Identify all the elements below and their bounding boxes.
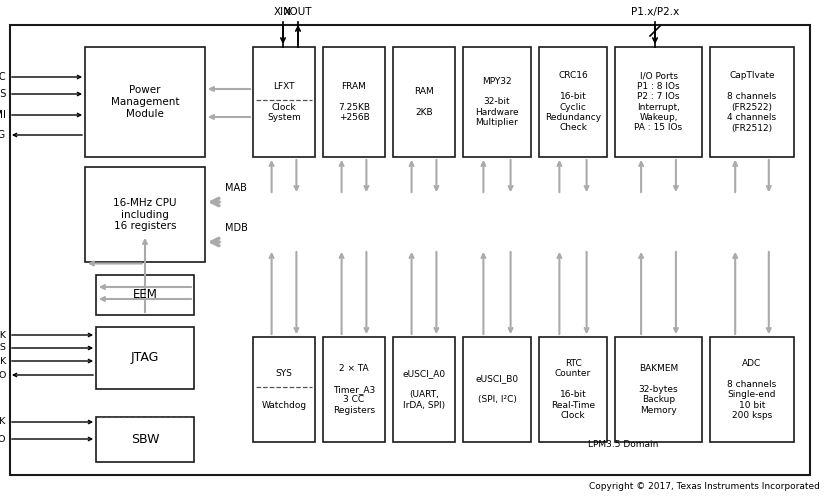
Bar bbox=[530, 326, 716, 454]
Bar bbox=[615, 47, 702, 157]
Text: MPY32

32-bit
Hardware
Multiplier: MPY32 32-bit Hardware Multiplier bbox=[476, 77, 519, 127]
Text: TDO: TDO bbox=[0, 370, 6, 380]
Text: SBW: SBW bbox=[131, 433, 160, 446]
Text: VREG: VREG bbox=[0, 130, 6, 140]
Bar bbox=[85, 167, 205, 262]
Text: TDI/TCLK: TDI/TCLK bbox=[0, 356, 6, 365]
Text: FRAM

7.25KB
+256B: FRAM 7.25KB +256B bbox=[338, 82, 370, 122]
Text: LFXT

Clock
System: LFXT Clock System bbox=[267, 82, 301, 122]
Text: TMS: TMS bbox=[0, 343, 6, 352]
Text: I/O Ports
P1 : 8 IOs
P2 : 7 IOs
Interrupt,
Wakeup,
PA : 15 IOs: I/O Ports P1 : 8 IOs P2 : 7 IOs Interrup… bbox=[634, 72, 682, 133]
Bar bbox=[96, 275, 194, 315]
Bar bbox=[615, 337, 702, 442]
Text: XOUT: XOUT bbox=[284, 7, 313, 17]
Bar bbox=[323, 337, 385, 442]
Bar bbox=[539, 337, 607, 442]
Text: eUSCI_A0

(UART,
IrDA, SPI): eUSCI_A0 (UART, IrDA, SPI) bbox=[403, 369, 446, 410]
Bar bbox=[393, 47, 455, 157]
Bar bbox=[253, 337, 315, 442]
Text: RST/NMI: RST/NMI bbox=[0, 110, 6, 120]
Text: EEM: EEM bbox=[132, 288, 157, 302]
Bar bbox=[96, 417, 194, 462]
Text: 16-MHz CPU
including
16 registers: 16-MHz CPU including 16 registers bbox=[113, 198, 177, 231]
Text: RAM

2KB: RAM 2KB bbox=[414, 87, 434, 117]
Text: XIN: XIN bbox=[274, 7, 292, 17]
Text: Power
Management
Module: Power Management Module bbox=[111, 85, 179, 119]
Bar bbox=[253, 47, 315, 157]
Text: DVSS: DVSS bbox=[0, 89, 6, 99]
Text: DVCC: DVCC bbox=[0, 72, 6, 82]
Text: JTAG: JTAG bbox=[131, 351, 159, 364]
Text: SBWTCK: SBWTCK bbox=[0, 417, 6, 426]
Text: ADC

8 channels
Single-end
10 bit
200 ksps: ADC 8 channels Single-end 10 bit 200 ksp… bbox=[728, 359, 777, 420]
Bar bbox=[710, 337, 794, 442]
Text: CapTIvate

8 channels
(FR2522)
4 channels
(FR2512): CapTIvate 8 channels (FR2522) 4 channels… bbox=[728, 72, 777, 133]
Text: RST/NMI: RST/NMI bbox=[0, 110, 6, 120]
Bar bbox=[393, 337, 455, 442]
Text: MDB: MDB bbox=[225, 223, 248, 233]
Text: RTC
Counter

16-bit
Real-Time
Clock: RTC Counter 16-bit Real-Time Clock bbox=[551, 359, 595, 420]
Bar bbox=[463, 337, 531, 442]
Bar bbox=[323, 47, 385, 157]
Text: SYS


Watchdog: SYS Watchdog bbox=[261, 369, 307, 410]
Text: eUSCI_B0

(SPI, I²C): eUSCI_B0 (SPI, I²C) bbox=[476, 375, 519, 405]
Bar bbox=[463, 47, 531, 157]
Text: CRC16

16-bit
Cyclic
Redundancy
Check: CRC16 16-bit Cyclic Redundancy Check bbox=[545, 72, 601, 133]
Bar bbox=[96, 327, 194, 389]
Bar bbox=[539, 47, 607, 157]
Bar bbox=[85, 47, 205, 157]
Text: MAB: MAB bbox=[225, 183, 247, 193]
Text: LPM3.5 Domain: LPM3.5 Domain bbox=[588, 440, 658, 449]
Text: 2 × TA

Timer_A3
3 CC
Registers: 2 × TA Timer_A3 3 CC Registers bbox=[333, 364, 375, 415]
Bar bbox=[710, 47, 794, 157]
Text: TCK: TCK bbox=[0, 331, 6, 339]
Text: BAKMEM

32-bytes
Backup
Memory: BAKMEM 32-bytes Backup Memory bbox=[638, 364, 678, 415]
Text: SBWTDIO: SBWTDIO bbox=[0, 434, 6, 443]
Text: P1.x/P2.x: P1.x/P2.x bbox=[631, 7, 679, 17]
Text: Copyright © 2017, Texas Instruments Incorporated: Copyright © 2017, Texas Instruments Inco… bbox=[589, 482, 820, 491]
